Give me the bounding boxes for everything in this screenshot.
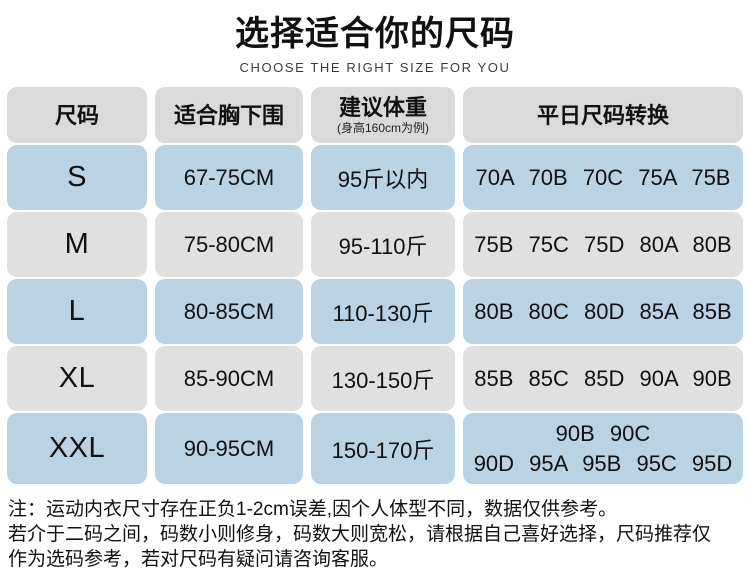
size-cell: XL: [7, 346, 147, 412]
footnote-line: 作为选码参考，若对尺码有疑问请咨询客服。: [8, 549, 389, 571]
header-weight-label: 建议体重: [338, 94, 427, 120]
page-title: 选择适合你的尺码: [235, 15, 515, 53]
conversion-cell: 85B 85C 85D 90A 90B: [463, 346, 743, 412]
header-cell-size: 尺码: [7, 87, 147, 144]
weight-cell: 150-170斤: [311, 413, 455, 485]
underbust-cell: 80-85CM: [155, 279, 303, 345]
weight-cell: 130-150斤: [311, 346, 455, 412]
underbust-cell: 85-90CM: [155, 346, 303, 412]
header-cell-conversion: 平日尺码转换: [463, 87, 743, 144]
conversion-cell: 90B 90C 90D 95A 95B 95C 95D: [463, 413, 743, 485]
underbust-cell: 90-95CM: [155, 413, 303, 485]
footnotes: 注：运动内衣尺寸存在正负1-2cm误差,因个人体型不同，数据仅供参考。 若介于二…: [0, 497, 750, 572]
weight-cell: 95-110斤: [311, 212, 455, 278]
weight-cell: 110-130斤: [311, 279, 455, 345]
weight-cell: 95斤以内: [311, 145, 455, 211]
size-cell: M: [7, 212, 147, 278]
conversion-cell: 75B 75C 75D 80A 80B: [463, 212, 743, 278]
header-weight-note: (身高160cm为例): [336, 121, 429, 136]
conversion-cell: 70A 70B 70C 75A 75B: [463, 145, 743, 211]
footnote-line: 若介于二码之间，码数小则修身，码数大则宽松，请根据自己喜好选择，尺码推荐仅: [8, 524, 712, 546]
conversion-cell: 80B 80C 80D 85A 85B: [463, 279, 743, 345]
page-subtitle: CHOOSE THE RIGHT SIZE FOR YOU: [239, 60, 511, 76]
underbust-cell: 67-75CM: [155, 145, 303, 211]
size-table: 尺码 适合胸下围 建议体重 (身高160cm为例) 平日尺码转换 S 67-75…: [0, 87, 750, 485]
header-cell-weight: 建议体重 (身高160cm为例): [311, 87, 455, 144]
size-cell: S: [7, 145, 147, 211]
size-cell: XXL: [7, 413, 147, 485]
size-cell: L: [7, 279, 147, 345]
underbust-cell: 75-80CM: [155, 212, 303, 278]
footnote-line: 注：运动内衣尺寸存在正负1-2cm误差,因个人体型不同，数据仅供参考。: [8, 499, 618, 521]
header-cell-underbust: 适合胸下围: [155, 87, 303, 144]
